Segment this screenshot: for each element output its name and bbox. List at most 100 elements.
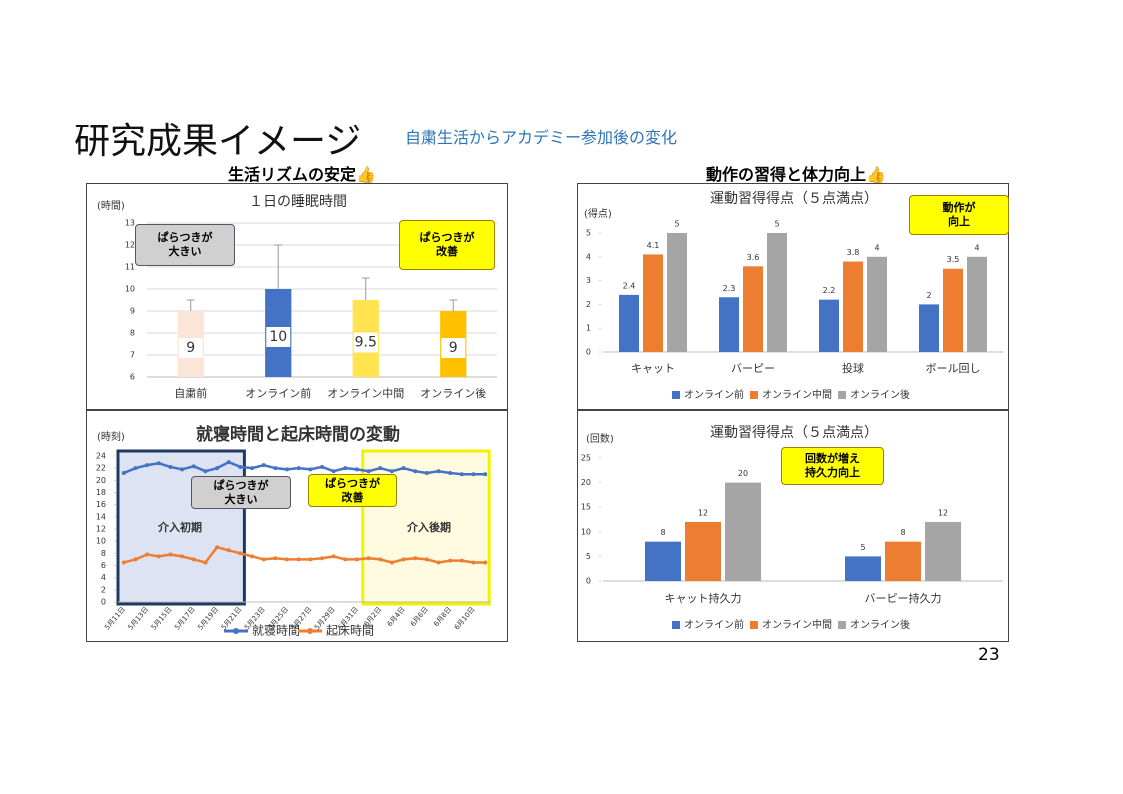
point <box>424 471 429 476</box>
x-tick-label: オンライン前 <box>245 386 311 400</box>
bar <box>943 268 963 352</box>
x-tick-label: 自粛前 <box>174 386 207 400</box>
value-label: 9 <box>449 340 458 356</box>
point <box>448 558 453 563</box>
value-label: 2.2 <box>823 286 836 295</box>
bar <box>619 294 639 352</box>
y-tick-label: 13 <box>125 219 135 228</box>
x-tick-label: 6月4日 <box>386 605 407 628</box>
point <box>250 466 255 471</box>
y-tick-label: 6 <box>130 373 135 382</box>
point <box>378 466 383 471</box>
y-tick-label: 12 <box>96 525 106 534</box>
point <box>261 557 266 562</box>
chart: 運動習得得点（５点満点） (得点) 0 1 2 3 4 5 キャット バーピー 投球 ボール回し 2.4… <box>584 190 1003 401</box>
legend-label: オンライン前 <box>684 388 744 401</box>
y-tick-label: 20 <box>96 476 106 485</box>
point <box>296 557 301 562</box>
bar <box>643 254 663 352</box>
point <box>331 469 336 474</box>
y-tick-label: 2 <box>586 300 591 309</box>
value-label: 12 <box>698 508 708 517</box>
point <box>285 467 290 472</box>
legend-label: 起床時間 <box>326 624 374 638</box>
x-tick-label: 5月15日 <box>150 605 174 631</box>
value-label: 5 <box>674 220 679 229</box>
legend-label: オンライン中間 <box>762 388 832 401</box>
value-label: 3.6 <box>747 253 760 262</box>
y-axis-label: (時刻) <box>97 430 125 443</box>
value-label-bg <box>266 327 291 347</box>
legend-label: 就寝時間 <box>252 623 300 638</box>
legend-swatch <box>307 628 313 634</box>
point <box>448 471 453 476</box>
x-tick-label: 5月13日 <box>126 605 150 631</box>
y-tick-label: 0 <box>101 598 106 607</box>
x-tick-label: キャット <box>631 362 675 375</box>
point <box>156 461 161 466</box>
value-label: 4.1 <box>647 241 660 250</box>
point <box>215 466 220 471</box>
legend-swatch <box>233 628 239 634</box>
point <box>203 560 208 565</box>
x-tick-label: 投球 <box>842 361 864 375</box>
x-tick-label: バーピー <box>731 362 775 375</box>
y-tick-label: 24 <box>96 452 106 461</box>
slide-title: 研究成果イメージ <box>74 121 362 162</box>
point <box>238 551 243 556</box>
x-tick-label: オンライン中間 <box>327 387 404 400</box>
bar <box>843 261 863 352</box>
point <box>366 469 371 474</box>
point <box>343 466 348 471</box>
x-tick-label: 6月10日 <box>453 605 477 631</box>
legend-label: オンライン中間 <box>762 618 832 631</box>
chart: 就寝時間と起床時間の変動(時刻)0246810121416182022245月1… <box>96 424 491 638</box>
chart-panel: 運動習得得点（５点満点） (得点) 0 1 2 3 4 5 キャット バーピー 投球 ボール回し 2.4… <box>577 183 1009 410</box>
chart: 運動習得得点（５点満点） (回数) 0 5 10 15 20 25 キャット持久力 バーピー持久力… <box>581 424 1003 631</box>
point <box>354 467 359 472</box>
value-label: 5 <box>774 220 779 229</box>
point <box>413 556 418 561</box>
point <box>459 472 464 477</box>
callout: ぱらつきが 改善 <box>308 474 397 507</box>
y-tick-label: 16 <box>96 500 106 509</box>
point <box>273 556 278 561</box>
legend-swatch <box>672 391 680 399</box>
point <box>180 467 185 472</box>
value-label: 8 <box>900 528 905 537</box>
point <box>168 464 173 469</box>
value-label: 10 <box>269 329 287 345</box>
chart-title: 運動習得得点（５点満点） <box>710 424 878 441</box>
value-label-bg <box>353 332 378 353</box>
chart-panel: 運動習得得点（５点満点） (回数) 0 5 10 15 20 25 キャット持久力 バーピー持久力… <box>577 410 1009 642</box>
slide-subtitle: 自粛生活からアカデミー参加後の変化 <box>405 128 678 147</box>
bar <box>967 256 987 352</box>
point <box>366 556 371 561</box>
x-tick-label: オンライン後 <box>420 386 486 400</box>
x-tick-label: 5月19日 <box>196 605 220 631</box>
y-tick-label: 12 <box>125 241 135 250</box>
x-tick-label: 6月8日 <box>432 605 453 628</box>
y-axis-label: (回数) <box>586 432 614 445</box>
y-tick-label: 1 <box>586 324 591 333</box>
point <box>226 548 231 553</box>
bar <box>919 304 939 352</box>
value-label: 4 <box>874 243 879 252</box>
point <box>401 557 406 562</box>
section-heading: 動作の習得と体力向上👍 <box>706 165 886 184</box>
y-tick-label: 5 <box>586 229 591 238</box>
point <box>121 560 126 565</box>
point <box>319 556 324 561</box>
y-tick-label: 6 <box>101 561 106 570</box>
y-tick-label: 4 <box>101 573 106 582</box>
point <box>471 472 476 477</box>
point <box>319 464 324 469</box>
point <box>191 557 196 562</box>
callout: ぱらつきが 大きい <box>191 476 291 509</box>
legend-swatch <box>838 621 846 629</box>
point <box>343 557 348 562</box>
point <box>250 554 255 559</box>
value-label: 3.5 <box>947 255 960 264</box>
y-tick-label: 15 <box>581 503 591 512</box>
x-tick-label: キャット持久力 <box>665 591 742 605</box>
